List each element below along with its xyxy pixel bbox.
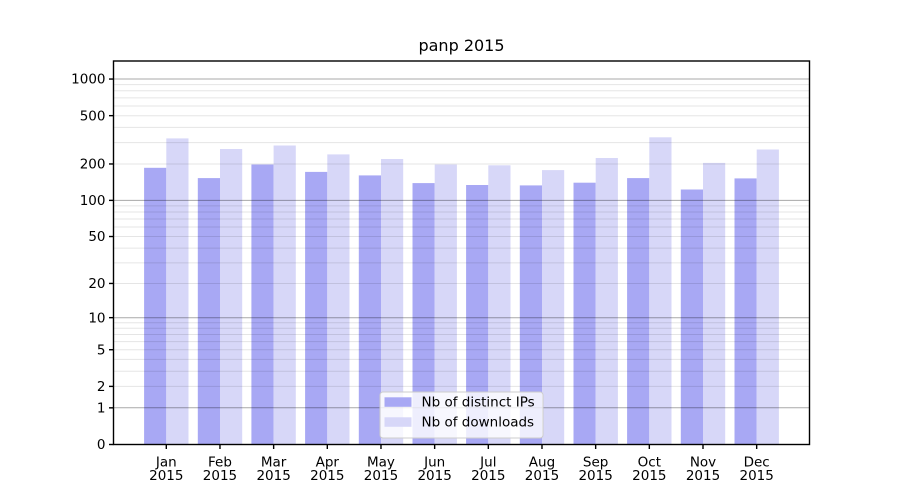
bar-downloads	[327, 154, 350, 445]
plot-border	[112, 60, 811, 446]
bar-distinct-ips	[358, 175, 381, 445]
x-tick-label-year: 2015	[632, 468, 666, 484]
bar-distinct-ips	[251, 164, 274, 445]
bar-distinct-ips	[680, 189, 703, 445]
x-tick-label-year: 2015	[739, 468, 773, 484]
y-tick-label: 0	[97, 437, 106, 453]
y-tick-label: 10	[88, 310, 105, 326]
bar-distinct-ips	[573, 182, 596, 445]
x-tick-label-year: 2015	[203, 468, 237, 484]
x-tick-label-month: Oct	[638, 455, 661, 471]
bars-layer	[144, 137, 779, 445]
gridlines-layer	[113, 78, 810, 409]
bar-downloads	[273, 145, 296, 445]
x-tick-label-year: 2015	[686, 468, 720, 484]
y-tick-label: 5	[97, 342, 106, 358]
bar-distinct-ips	[466, 185, 489, 445]
y-tick-label: 50	[88, 229, 105, 245]
bar-distinct-ips	[519, 185, 542, 445]
y-tick-label: 2	[97, 379, 106, 395]
y-tick-label: 100	[80, 193, 106, 209]
bar-downloads	[703, 162, 726, 445]
legend: Nb of distinct IPs Nb of downloads	[379, 391, 544, 439]
x-tick-label-month: Aug	[529, 455, 555, 471]
legend-frame	[379, 391, 544, 439]
bar-downloads	[595, 158, 618, 445]
x-tick-label-year: 2015	[364, 468, 398, 484]
x-tick-label-month: Dec	[744, 455, 770, 471]
bar-downloads	[166, 138, 189, 445]
bar-downloads	[488, 165, 511, 445]
x-tick-label-month: Jul	[479, 455, 496, 471]
bar-downloads	[381, 159, 404, 445]
legend-swatch	[384, 417, 412, 427]
bar-distinct-ips	[144, 167, 167, 445]
chart-title: panp 2015	[418, 36, 504, 55]
x-tick-label-month: Jun	[423, 455, 445, 471]
bar-downloads	[756, 149, 779, 445]
legend-label: Nb of downloads	[422, 415, 535, 431]
y-tick-label: 20	[88, 276, 105, 292]
x-tick-label-month: Nov	[690, 455, 716, 471]
bar-downloads	[542, 170, 565, 445]
x-tick-label-year: 2015	[149, 468, 183, 484]
x-tick-label-month: Feb	[208, 455, 232, 471]
x-tick-label-year: 2015	[578, 468, 612, 484]
bar-distinct-ips	[197, 178, 220, 445]
legend-swatch	[384, 397, 412, 407]
x-tick-label-month: May	[367, 455, 395, 471]
bar-downloads	[220, 149, 243, 445]
y-tick-label: 1000	[71, 72, 105, 88]
bar-downloads	[434, 164, 457, 445]
x-tick-label-year: 2015	[310, 468, 344, 484]
x-tick-label-year: 2015	[417, 468, 451, 484]
bar-distinct-ips	[412, 183, 435, 445]
bar-distinct-ips	[627, 178, 650, 445]
bar-distinct-ips	[305, 171, 328, 445]
x-tick-label-year: 2015	[471, 468, 505, 484]
x-tick-label-month: Mar	[261, 455, 287, 471]
axes-layer: 01251020501002005001000Jan2015Feb2015Mar…	[71, 60, 811, 484]
x-tick-label-month: Apr	[316, 455, 340, 471]
x-tick-label-year: 2015	[256, 468, 290, 484]
legend-label: Nb of distinct IPs	[422, 395, 535, 411]
bar-downloads	[649, 137, 672, 445]
x-tick-label-month: Jan	[155, 455, 177, 471]
y-tick-label: 1	[97, 401, 106, 417]
bar-distinct-ips	[734, 178, 757, 445]
x-tick-label-month: Sep	[583, 455, 608, 471]
x-tick-label-year: 2015	[525, 468, 559, 484]
y-tick-label: 200	[80, 157, 106, 173]
y-tick-label: 500	[80, 108, 106, 124]
